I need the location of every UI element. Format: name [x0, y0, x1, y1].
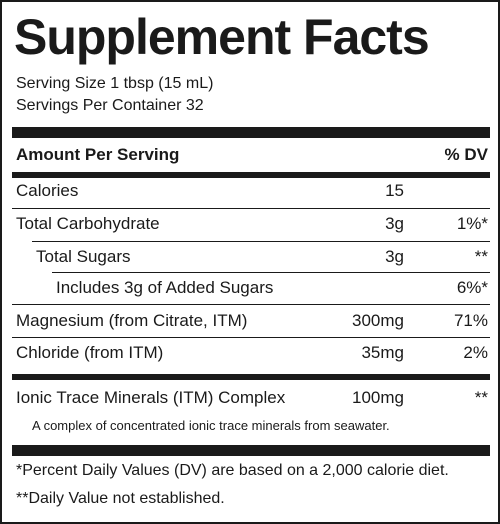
amount-per-serving-label: Amount Per Serving — [16, 145, 180, 164]
nutrient-dv: 1%* — [456, 214, 488, 233]
row-divider — [12, 208, 490, 209]
nutrient-amount: 15 — [385, 181, 404, 200]
nutrient-dv: 6%* — [456, 278, 488, 297]
nutrient-amount: 35mg — [361, 343, 404, 362]
panel-title: Supplement Facts — [14, 9, 430, 65]
row-divider — [52, 272, 490, 273]
nutrient-name: Chloride (from ITM) — [16, 343, 164, 362]
footnote-percent-dv: *Percent Daily Values (DV) are based on … — [16, 462, 449, 479]
nutrient-name: Calories — [16, 181, 79, 200]
nutrient-name: Includes 3g of Added Sugars — [56, 278, 274, 297]
header-divider — [12, 172, 490, 178]
thick-divider — [12, 445, 490, 456]
row-divider — [12, 337, 490, 338]
nutrient-row-total-carbohydrate: Total Carbohydrate 3g 1%* — [12, 209, 490, 239]
servings-per-container: Servings Per Container 32 — [16, 97, 204, 114]
complex-description: A complex of concentrated ionic trace mi… — [32, 418, 390, 433]
nutrient-name: Ionic Trace Minerals (ITM) Complex — [16, 388, 286, 407]
nutrient-amount: 300mg — [352, 311, 404, 330]
nutrient-dv: ** — [474, 247, 488, 266]
serving-size: Serving Size 1 tbsp (15 mL) — [16, 75, 214, 92]
nutrient-name: Magnesium (from Citrate, ITM) — [16, 311, 248, 330]
nutrient-amount: 100mg — [352, 388, 404, 407]
nutrient-row-chloride: Chloride (from ITM) 35mg 2% — [12, 338, 490, 368]
amount-per-serving-header: Amount Per Serving % DV — [12, 140, 490, 170]
nutrient-row-ionic-trace-minerals: Ionic Trace Minerals (ITM) Complex 100mg… — [12, 383, 490, 413]
nutrient-row-total-sugars: Total Sugars 3g ** — [12, 242, 490, 272]
footnote-dv-not-established: **Daily Value not established. — [16, 490, 225, 507]
nutrient-row-magnesium: Magnesium (from Citrate, ITM) 300mg 71% — [12, 306, 490, 336]
nutrient-name: Total Carbohydrate — [16, 214, 160, 233]
nutrient-row-calories: Calories 15 — [12, 176, 490, 206]
nutrient-row-added-sugars: Includes 3g of Added Sugars 6%* — [12, 273, 490, 303]
nutrient-dv: 71% — [453, 311, 488, 330]
thick-divider — [12, 127, 490, 138]
row-divider — [32, 241, 490, 242]
nutrient-amount: 3g — [385, 214, 404, 233]
nutrient-dv: 2% — [463, 343, 488, 362]
nutrient-name: Total Sugars — [36, 247, 131, 266]
row-divider — [12, 304, 490, 305]
section-divider — [12, 374, 490, 380]
nutrient-amount: 3g — [385, 247, 404, 266]
dv-label: % DV — [444, 145, 488, 164]
nutrient-dv: ** — [474, 388, 488, 407]
